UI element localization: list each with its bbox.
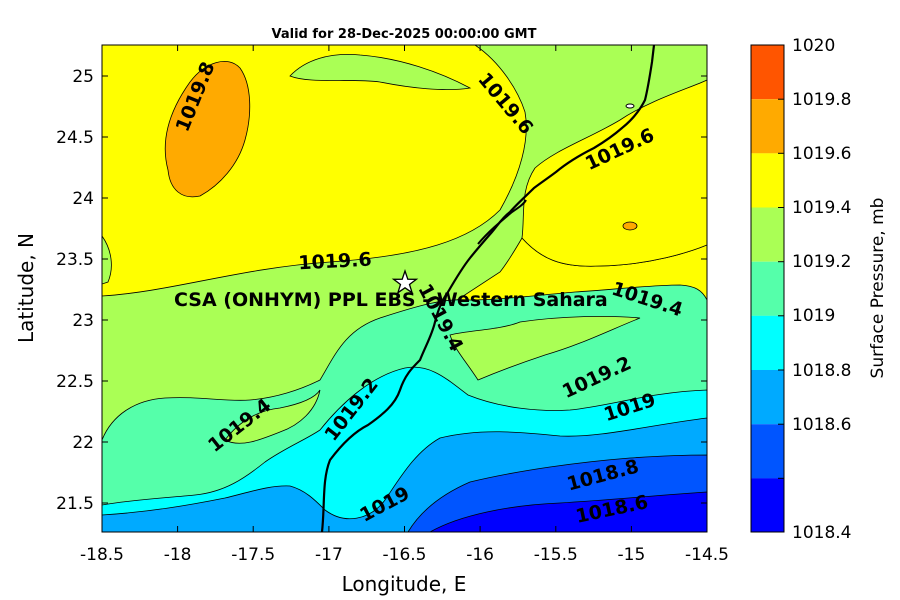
band-1018-4 <box>429 491 707 532</box>
x-tick-label: -17.5 <box>231 545 275 565</box>
x-tick-label: -17 <box>315 545 343 565</box>
y-axis <box>102 75 707 504</box>
y-tick-label: 25 <box>72 67 94 87</box>
y-tick-labels: 25 24.5 24 23.5 23 22.5 22 21.5 <box>56 67 94 514</box>
x-tick-label: -15.5 <box>534 545 578 565</box>
colorbar-tick-label: 1019.8 <box>792 90 851 110</box>
y-tick-label: 22 <box>72 433 94 453</box>
x-tick-label: -15 <box>618 545 646 565</box>
contour-label-1019-6-center: 1019.6 <box>298 249 372 275</box>
site-label: CSA (ONHYM) PPL EBS - Western Sahara <box>174 289 608 311</box>
colorbar: 1020 1019.8 1019.6 1019.4 1019.2 1019 10… <box>750 36 888 543</box>
y-tick-label: 23.5 <box>56 250 94 270</box>
band-1019-4-tongue <box>224 389 321 444</box>
colorbar-label: Surface Pressure, mb <box>868 198 888 379</box>
colorbar-swatch <box>751 153 784 208</box>
x-tick-label: -16.5 <box>383 545 427 565</box>
islet <box>625 103 635 109</box>
band-1019-4-west <box>102 235 112 285</box>
colorbar-swatch <box>751 424 784 479</box>
colorbar-tick-label: 1019.6 <box>792 144 851 164</box>
y-tick-label: 24.5 <box>56 128 94 148</box>
colorbar-swatch <box>751 478 784 533</box>
band-1019-6-east <box>521 79 707 267</box>
colorbar-frame <box>750 44 785 533</box>
colorbar-swatch <box>751 99 784 154</box>
colorbar-tick-label: 1018.6 <box>792 415 851 435</box>
x-axis <box>101 45 708 532</box>
map-title: Valid for 28-Dec-2025 00:00:00 GMT <box>272 27 537 42</box>
colorbar-tick-label: 1020 <box>792 36 835 56</box>
coastline <box>320 45 656 532</box>
x-tick-label: -16 <box>466 545 494 565</box>
y-tick-label: 22.5 <box>56 372 94 392</box>
colorbar-tick-label: 1018.8 <box>792 361 851 381</box>
y-tick-label: 23 <box>72 311 94 331</box>
band-1019-8-dot <box>622 221 638 231</box>
colorbar-swatch <box>751 315 784 370</box>
x-tick-label: -14.5 <box>685 545 729 565</box>
x-tick-labels: -18.5 -18 -17.5 -17 -16.5 -16 -15.5 -15 … <box>80 545 729 565</box>
colorbar-swatch <box>751 45 784 100</box>
band-1019-4-inset <box>449 315 641 381</box>
colorbar-swatch <box>751 261 784 316</box>
star-icon <box>391 268 419 295</box>
y-tick-label: 21.5 <box>56 494 94 514</box>
band-1019-8 <box>164 61 251 198</box>
band-1019-4-island <box>289 54 472 91</box>
colorbar-swatch <box>751 207 784 262</box>
y-tick-label: 24 <box>72 189 94 209</box>
x-tick-label: -18 <box>164 545 192 565</box>
colorbar-tick-label: 1019.4 <box>792 198 851 218</box>
colorbar-swatch <box>751 370 784 425</box>
colorbar-tick-label: 1019.2 <box>792 252 851 272</box>
x-axis-label: Longitude, E <box>342 572 467 596</box>
x-tick-label: -18.5 <box>80 545 124 565</box>
colorbar-tick-label: 1019 <box>792 306 835 326</box>
y-axis-label: Latitude, N <box>14 233 38 343</box>
colorbar-tick-label: 1018.4 <box>792 523 851 543</box>
map-plot-area: 1019.8 1019.6 1019.6 1019.6 1019.4 1019.… <box>102 45 707 532</box>
coastline-inlet <box>477 199 527 245</box>
